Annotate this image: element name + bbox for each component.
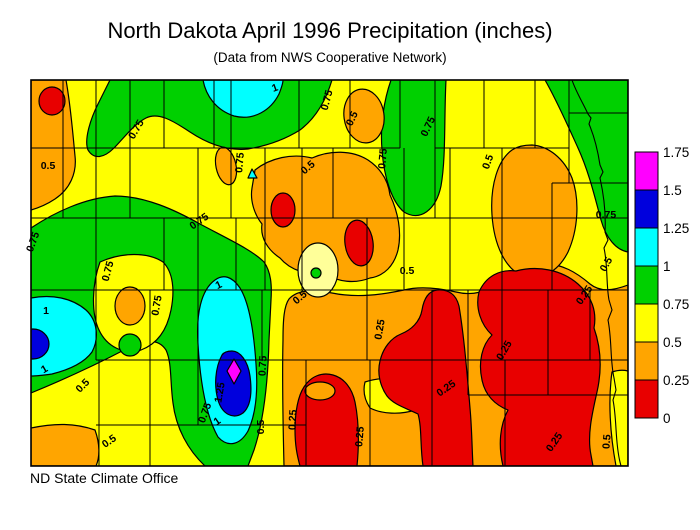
legend-tick-label: 1.5 — [663, 183, 682, 198]
color-scale-legend: 1.75 1.5 1.25 1 0.75 0.5 0.25 0 — [634, 145, 689, 426]
region-orange-oval-topcenter — [343, 88, 385, 144]
red-river-border-line — [571, 80, 622, 466]
legend-swatch-red — [634, 379, 659, 419]
legend-swatch-blue — [634, 189, 659, 229]
legend-swatch-cyan — [634, 227, 659, 267]
contour-label: 0.5 — [41, 160, 56, 172]
contour-label: 0.25 — [286, 409, 299, 430]
legend-tick-label: 1.75 — [663, 145, 689, 160]
legend-tick-label: 0.75 — [663, 297, 689, 312]
legend-tick-label: 0 — [663, 411, 671, 426]
contour-label: 0.5 — [600, 434, 613, 450]
county-boundaries — [31, 80, 628, 466]
contour-label: 1 — [211, 415, 223, 428]
contour-label: 0.5 — [344, 109, 361, 127]
region-orange-northwest-corner — [31, 80, 76, 211]
region-cyan-droplet — [247, 168, 258, 179]
legend-tick-label: 0.25 — [663, 373, 689, 388]
contour-label: 1.25 — [212, 381, 227, 403]
credit-text: ND State Climate Office — [30, 470, 179, 486]
contour-label: 0.5 — [400, 265, 415, 277]
region-red-central-spot1 — [270, 192, 296, 228]
region-red-central-spot2 — [344, 219, 374, 267]
contour-label: 0.5 — [255, 420, 267, 435]
region-blue-west — [31, 328, 50, 360]
title-block: North Dakota April 1996 Precipitation (i… — [0, 0, 660, 65]
region-green-dot-center — [310, 267, 322, 279]
contour-label: 1 — [214, 279, 225, 292]
legend-tick-label: 1.25 — [663, 221, 689, 236]
region-orange-inside-red — [304, 381, 336, 401]
contour-label: 0.75 — [596, 209, 617, 221]
contour-label: 1 — [270, 81, 280, 94]
legend-swatch-orange — [634, 341, 659, 381]
contour-label: 0.75 — [319, 89, 336, 112]
map-fill-regions — [31, 80, 628, 466]
contour-label: 0.5 — [480, 153, 496, 171]
region-green-dot-west — [118, 333, 142, 357]
legend-swatch-green — [634, 265, 659, 305]
contour-label: 0.75 — [149, 294, 164, 316]
page-subtitle: (Data from NWS Cooperative Network) — [213, 50, 447, 65]
map-border — [30, 79, 629, 467]
page-title: North Dakota April 1996 Precipitation (i… — [107, 18, 553, 43]
legend-tick-label: 0.5 — [663, 335, 682, 350]
region-orange-oval-pocket — [114, 286, 146, 326]
region-red-south-arch — [378, 289, 474, 466]
region-red-northwest-spot — [38, 86, 66, 116]
contour-label: 0.75 — [233, 152, 247, 174]
region-green-northeast — [544, 80, 628, 253]
legend-swatch-magenta — [634, 151, 659, 191]
contour-label: 0.75 — [100, 260, 117, 283]
legend-swatch-yellow — [634, 303, 659, 343]
region-orange-southwest-strip — [31, 423, 100, 466]
contour-label: 0.25 — [353, 426, 367, 448]
region-cyan-west-blob — [31, 295, 97, 377]
contour-label: 1 — [39, 363, 50, 376]
contour-label: 1 — [43, 305, 49, 317]
region-orange-east-lobe — [491, 144, 578, 279]
legend-tick-label: 1 — [663, 259, 671, 274]
region-magenta-peak — [226, 358, 242, 385]
contour-label: 0.75 — [376, 148, 390, 170]
contour-label: 0.75 — [256, 355, 269, 376]
contour-label: 0.25 — [372, 318, 387, 340]
